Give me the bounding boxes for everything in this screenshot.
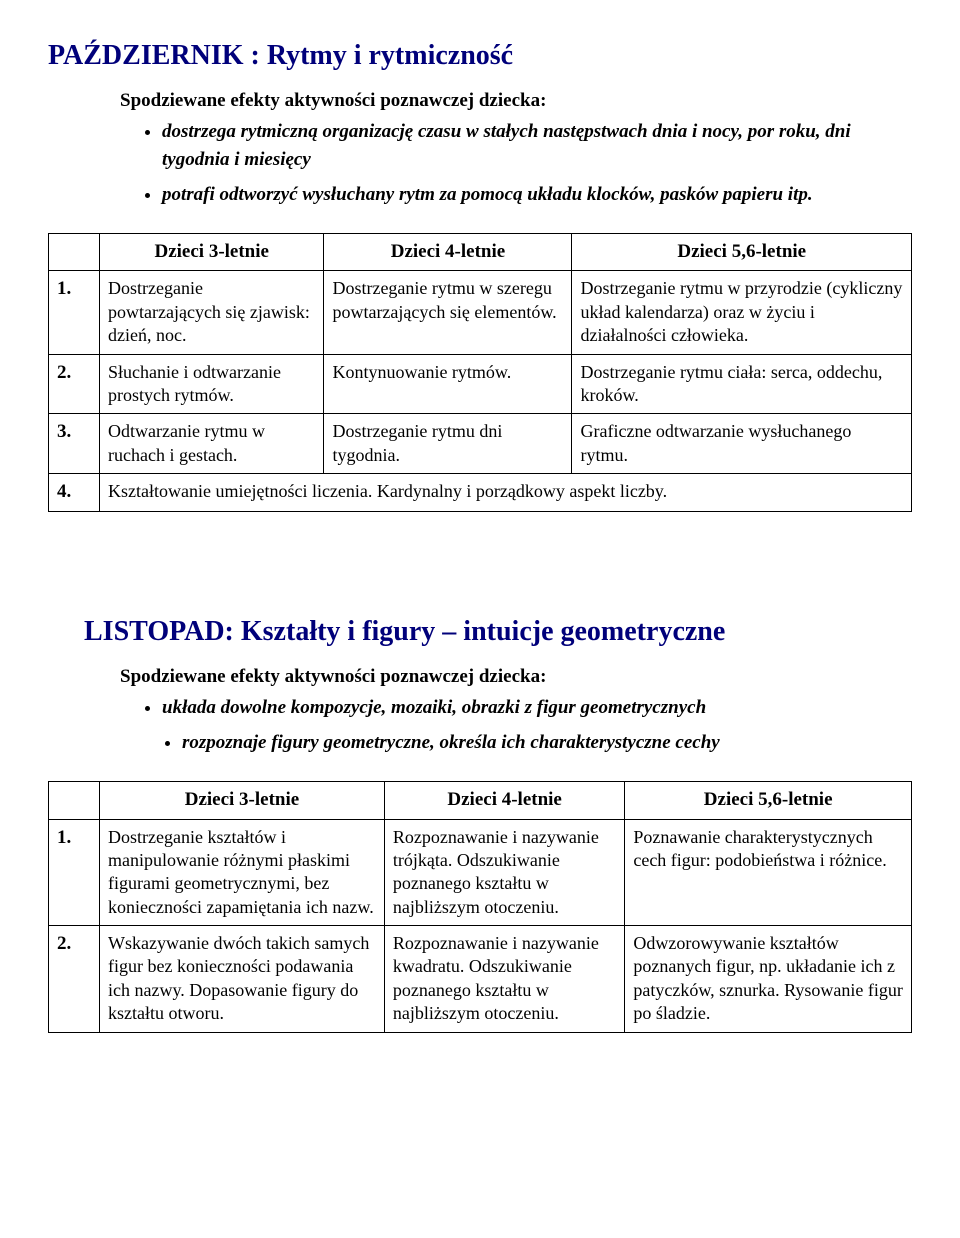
table-header: Dzieci 3-letnie [100, 233, 324, 271]
table-header: Dzieci 4-letnie [384, 781, 624, 819]
cell: Odwzorowywanie kształtów poznanych figur… [625, 926, 912, 1033]
table-row: 2. Wskazywanie dwóch takich samych figur… [49, 926, 912, 1033]
cell: Graficzne odtwarzanie wysłuchanego rytmu… [572, 414, 912, 474]
cell: Rozpoznawanie i nazywanie kwadratu. Odsz… [384, 926, 624, 1033]
row-number: 3. [49, 414, 100, 474]
effect-item: układa dowolne kompozycje, mozaiki, obra… [162, 694, 912, 722]
cell: Dostrzeganie powtarzających się zjawisk:… [100, 271, 324, 354]
table-row: 1. Dostrzeganie powtarzających się zjawi… [49, 271, 912, 354]
section2-subhead: Spodziewane efekty aktywności poznawczej… [84, 666, 912, 688]
table-row: 1. Dostrzeganie kształtów i manipulowani… [49, 819, 912, 926]
table-header: Dzieci 4-letnie [324, 233, 572, 271]
table-header: Dzieci 3-letnie [100, 781, 385, 819]
cell: Wskazywanie dwóch takich samych figur be… [100, 926, 385, 1033]
cell: Dostrzeganie rytmu dni tygodnia. [324, 414, 572, 474]
table-row: 4. Kształtowanie umiejętności liczenia. … [49, 474, 912, 512]
cell: Dostrzeganie kształtów i manipulowanie r… [100, 819, 385, 926]
section2-table: Dzieci 3-letnie Dzieci 4-letnie Dzieci 5… [48, 781, 912, 1033]
table-row: 2. Słuchanie i odtwarzanie prostych rytm… [49, 354, 912, 414]
section1-table: Dzieci 3-letnie Dzieci 4-letnie Dzieci 5… [48, 233, 912, 512]
row-number: 2. [49, 354, 100, 414]
table-header: Dzieci 5,6-letnie [572, 233, 912, 271]
row-number: 1. [49, 819, 100, 926]
cell: Kontynuowanie rytmów. [324, 354, 572, 414]
section1-title: PAŹDZIERNIK : Rytmy i rytmiczność [48, 40, 912, 72]
row-number: 2. [49, 926, 100, 1033]
section1-effects-list: dostrzega rytmiczną organizację czasu w … [84, 118, 912, 209]
cell: Słuchanie i odtwarzanie prostych rytmów. [100, 354, 324, 414]
row-number: 4. [49, 474, 100, 512]
cell: Odtwarzanie rytmu w ruchach i gestach. [100, 414, 324, 474]
row-number: 1. [49, 271, 100, 354]
cell: Dostrzeganie rytmu w przyrodzie (cyklicz… [572, 271, 912, 354]
section2-title: LISTOPAD: Kształty i figury – intuicje g… [84, 616, 912, 648]
effect-item: potrafi odtworzyć wysłuchany rytm za pom… [162, 181, 912, 209]
table-header-blank [49, 781, 100, 819]
table-header: Dzieci 5,6-letnie [625, 781, 912, 819]
cell-span: Kształtowanie umiejętności liczenia. Kar… [100, 474, 912, 512]
table-row: 3. Odtwarzanie rytmu w ruchach i gestach… [49, 414, 912, 474]
section2-effects-list: układa dowolne kompozycje, mozaiki, obra… [84, 694, 912, 757]
section1-subhead: Spodziewane efekty aktywności poznawczej… [84, 90, 912, 112]
cell: Rozpoznawanie i nazywanie trójkąta. Odsz… [384, 819, 624, 926]
effect-item: dostrzega rytmiczną organizację czasu w … [162, 118, 912, 173]
cell: Dostrzeganie rytmu ciała: serca, oddechu… [572, 354, 912, 414]
effect-item: rozpoznaje figury geometryczne, określa … [182, 729, 912, 757]
cell: Dostrzeganie rytmu w szeregu powtarzając… [324, 271, 572, 354]
cell: Poznawanie charakterystycznych cech figu… [625, 819, 912, 926]
table-header-blank [49, 233, 100, 271]
